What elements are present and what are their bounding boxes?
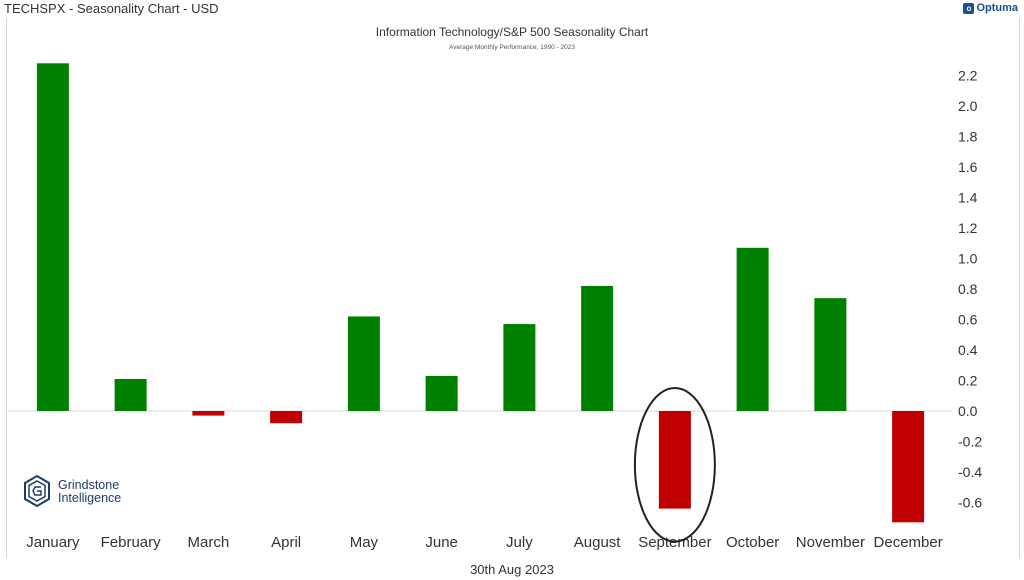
y-tick-label: 0.0 xyxy=(958,403,978,419)
y-tick-label: 2.0 xyxy=(958,98,978,114)
bar-july xyxy=(503,324,536,411)
bar-march xyxy=(192,411,225,416)
y-tick-label: 1.8 xyxy=(958,129,978,145)
y-tick-label: 2.2 xyxy=(958,68,978,84)
chart-subtitle: Average Monthly Performance, 1990 - 2023 xyxy=(449,44,575,51)
bar-april xyxy=(270,411,303,424)
window-title: TECHSPX - Seasonality Chart - USD xyxy=(4,1,219,16)
brand-logo: o Optuma xyxy=(963,2,1018,14)
category-label-november: November xyxy=(796,534,865,551)
bar-october xyxy=(736,247,769,411)
y-tick-label: 1.4 xyxy=(958,190,978,206)
category-label-august: August xyxy=(574,534,622,551)
brand-name: Optuma xyxy=(976,2,1018,14)
y-tick-label: 0.4 xyxy=(958,342,978,358)
optuma-icon: o xyxy=(963,2,975,14)
logo-line-2: Intelligence xyxy=(58,491,122,505)
title-bar: TECHSPX - Seasonality Chart - USD o Optu… xyxy=(0,0,1024,18)
category-label-february: February xyxy=(101,534,162,551)
y-tick-label: -0.4 xyxy=(958,464,982,480)
category-label-april: April xyxy=(271,534,301,551)
y-tick-label: -0.2 xyxy=(958,434,982,450)
y-tick-label: 1.2 xyxy=(958,220,978,236)
chart-title: Information Technology/S&P 500 Seasonali… xyxy=(375,25,649,39)
grindstone-logo: Grindstone Intelligence xyxy=(22,474,152,514)
logo-line-1: Grindstone xyxy=(58,478,120,492)
y-tick-label: 1.6 xyxy=(958,159,978,175)
category-label-may: May xyxy=(350,534,379,551)
category-label-october: October xyxy=(726,534,779,551)
logo-text: Grindstone Intelligence xyxy=(58,479,121,505)
category-label-december: December xyxy=(874,534,943,551)
footer-date: 30th Aug 2023 xyxy=(470,562,554,577)
bar-december xyxy=(892,411,925,523)
y-tick-label: 0.6 xyxy=(958,312,978,328)
category-label-june: June xyxy=(425,534,458,551)
bar-february xyxy=(114,378,147,411)
category-label-july: July xyxy=(506,534,533,551)
y-tick-label: 0.2 xyxy=(958,373,978,389)
bar-may xyxy=(347,316,380,411)
bar-august xyxy=(581,285,614,411)
category-label-march: March xyxy=(188,534,230,551)
y-tick-label: 1.0 xyxy=(958,251,978,267)
chart-frame xyxy=(6,18,1020,558)
bar-june xyxy=(425,375,458,411)
bar-september xyxy=(658,411,691,509)
y-tick-label: 0.8 xyxy=(958,281,978,297)
y-tick-label: -0.6 xyxy=(958,495,982,511)
grindstone-hex-icon xyxy=(24,474,50,508)
bar-november xyxy=(814,298,847,411)
bar-january xyxy=(36,63,69,412)
highlight-ring-september xyxy=(633,387,716,543)
category-label-january: January xyxy=(26,534,80,551)
